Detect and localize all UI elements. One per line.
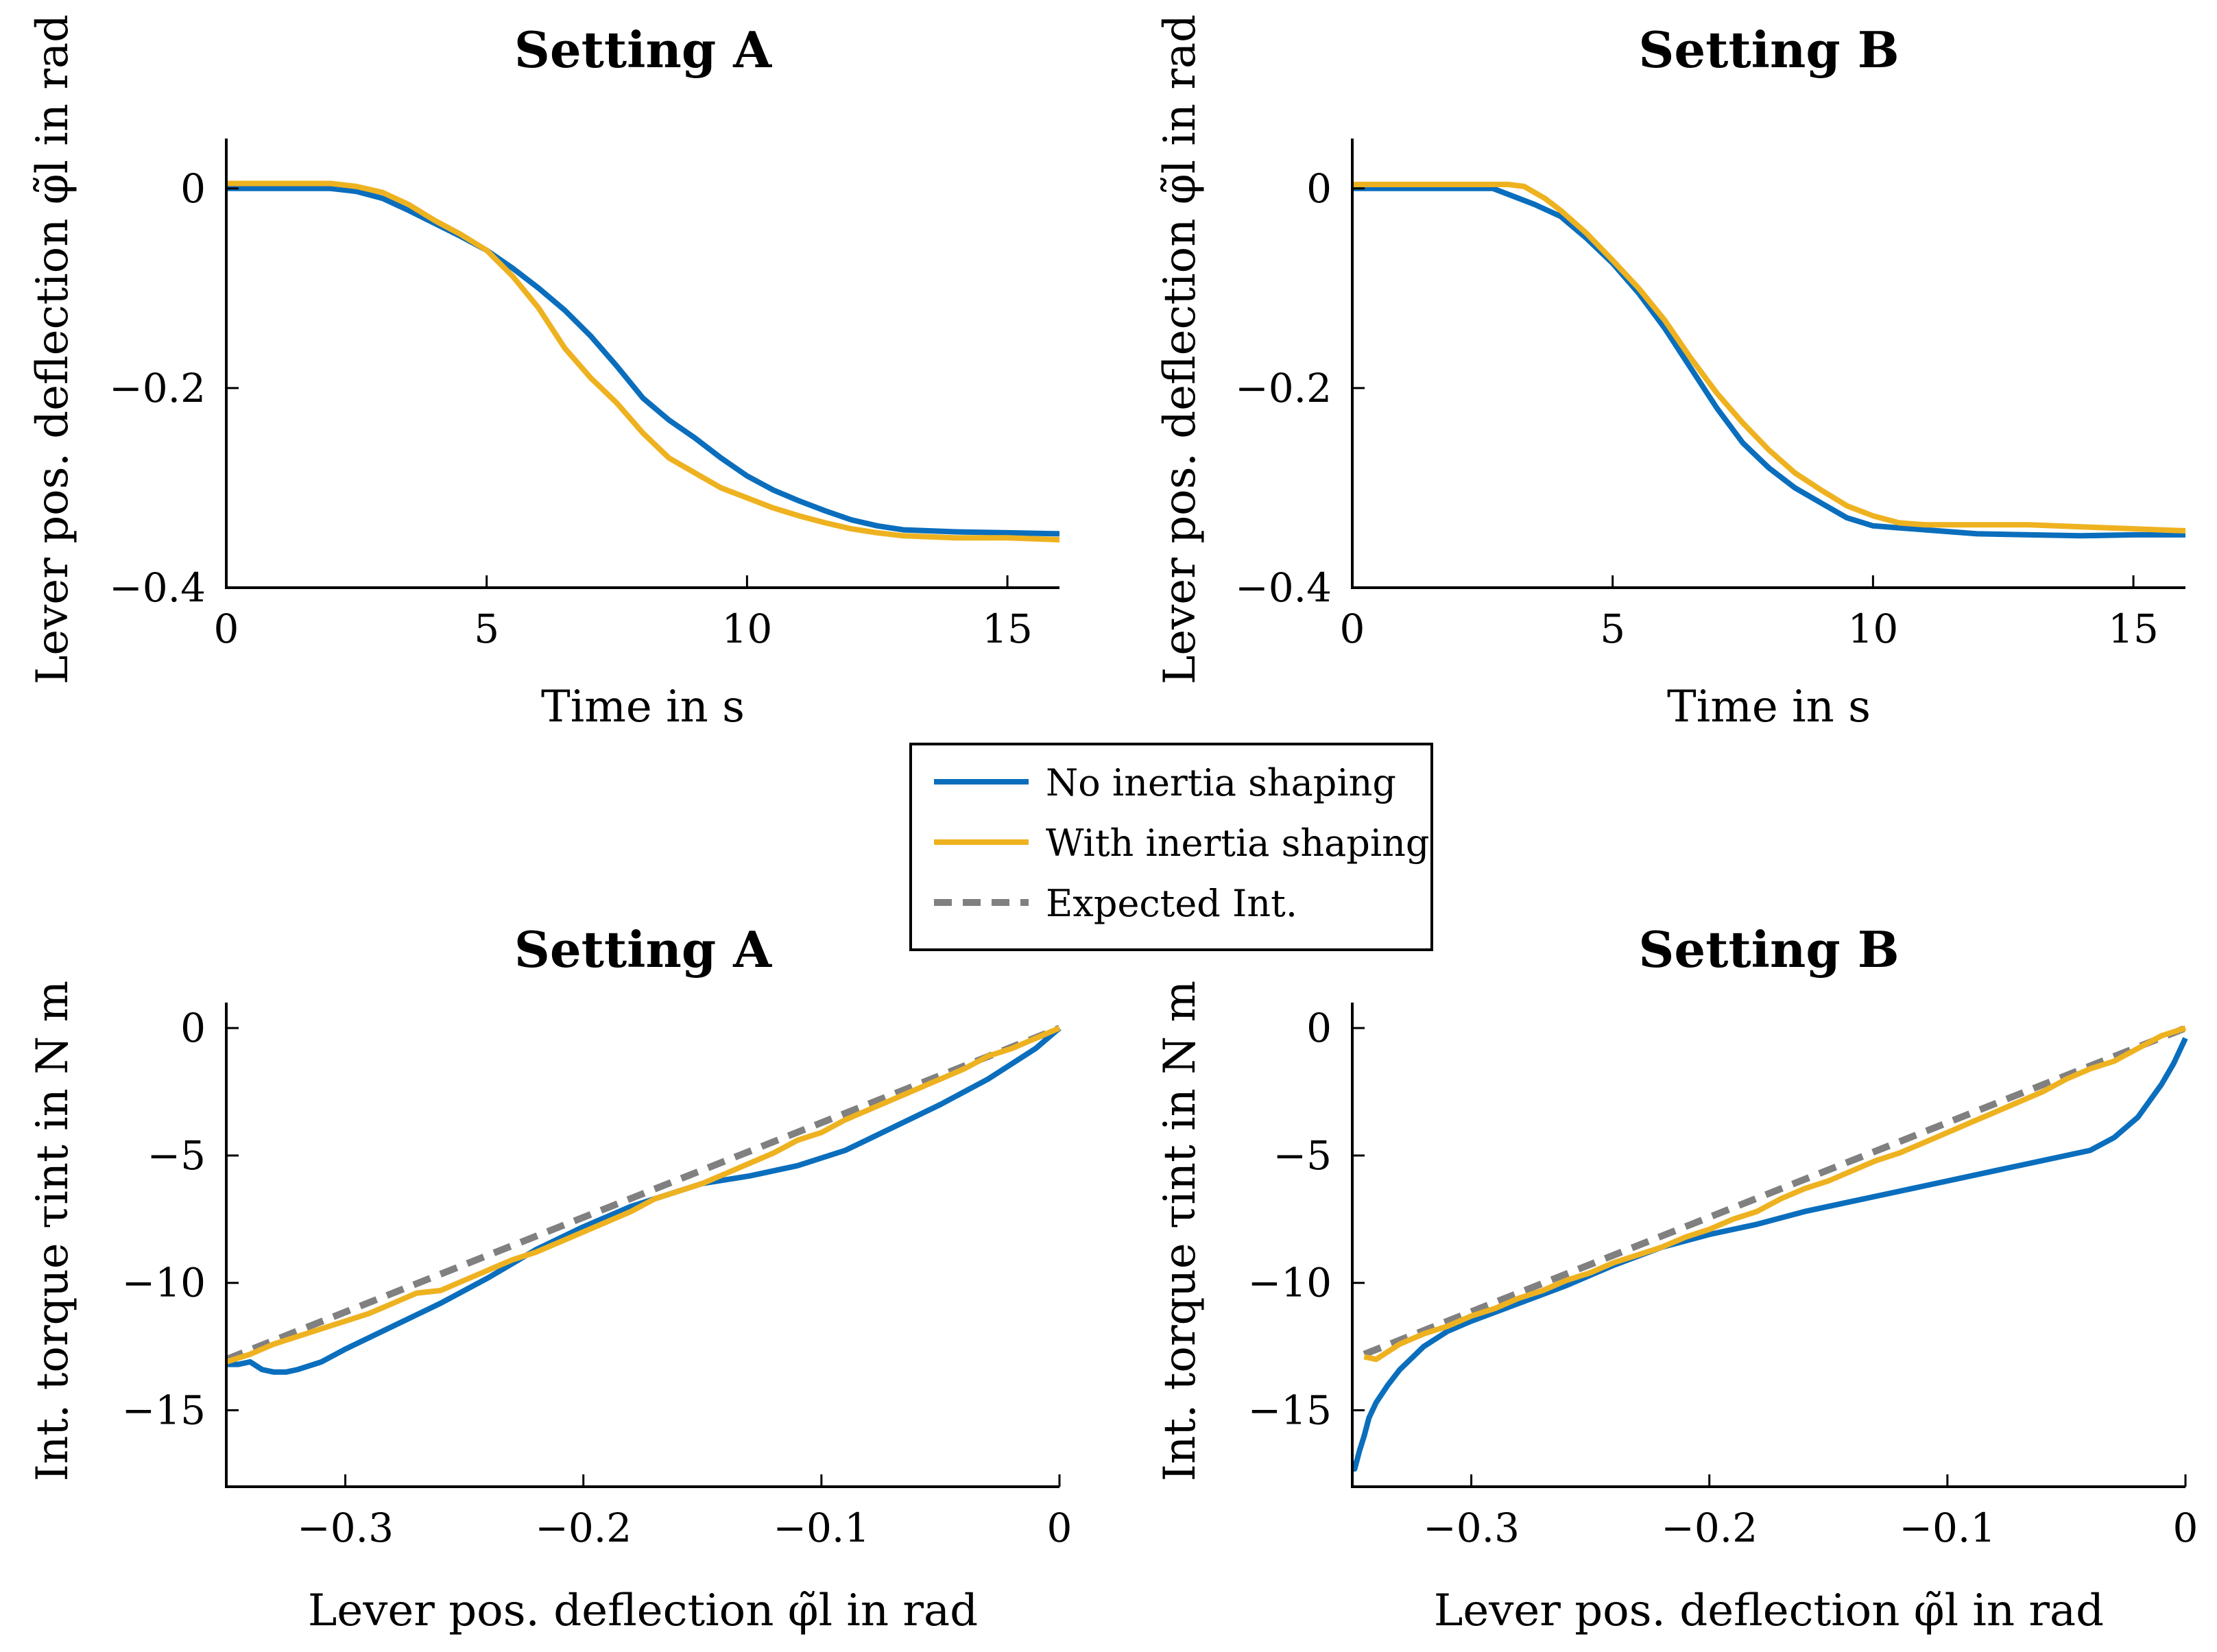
y-axis-label: Int. torque τint in N m [1155, 981, 1206, 1481]
y-tick-label: −5 [147, 1132, 206, 1179]
chart-panel-4: Setting B −0.3 −0.2 −0.1 0 0 −5 −10 −15 Lever pos… [1155, 920, 2198, 1636]
chart-series-group [226, 180, 1060, 543]
chart-title: Setting A [514, 920, 772, 979]
y-tick-label: −15 [122, 1387, 206, 1434]
series-line-with-inertia-shaping [226, 1025, 1061, 1365]
plots-layer: Setting A 0 5 10 15 0 −0.2 −0.4 Time in s Lever p… [27, 14, 2198, 1636]
y-tick-label: −10 [1248, 1260, 1332, 1306]
x-tick-label: 5 [1600, 606, 1625, 652]
chart-panel-1: Setting A 0 5 10 15 0 −0.2 −0.4 Time in s Lever p… [27, 14, 1060, 732]
x-tick-label: 0 [2173, 1505, 2198, 1551]
y-axis-label: Lever pos. deflection φ̃l in rad [27, 14, 78, 684]
y-tick-label: −5 [1273, 1132, 1332, 1179]
chart-series-group [226, 1025, 1062, 1375]
x-axis-label: Time in s [1667, 682, 1871, 732]
y-tick-label: −0.2 [109, 365, 206, 411]
x-tick-label: 0 [1047, 1505, 1072, 1551]
y-tick-label: 0 [180, 1005, 206, 1051]
y-tick-label: −15 [1248, 1387, 1332, 1434]
y-tick-label: −10 [122, 1260, 206, 1306]
legend-label-no-inertia: No inertia shaping [1046, 761, 1396, 804]
series-line-expected-int [1363, 1025, 2187, 1358]
y-tick-label: −0.2 [1235, 365, 1332, 411]
x-tick-label: −0.2 [1661, 1505, 1758, 1551]
chart-title: Setting B [1638, 920, 1899, 979]
legend-label-with-inertia: With inertia shaping [1046, 822, 1430, 865]
chart-title: Setting A [514, 21, 772, 79]
y-tick-label: 0 [1306, 1005, 1332, 1051]
x-tick-label: −0.3 [297, 1505, 394, 1551]
x-axis-label: Lever pos. deflection φ̃l in rad [1434, 1585, 2104, 1636]
x-axis-label: Time in s [541, 682, 745, 732]
series-line-no-inertia-shaping [1352, 1037, 2188, 1472]
x-tick-label: 5 [474, 606, 499, 652]
series-line-with-inertia-shaping [1352, 182, 2186, 534]
series-line-no-inertia-shaping [226, 185, 1060, 537]
x-tick-label: 0 [1340, 606, 1365, 652]
series-line-with-inertia-shaping [1363, 1025, 2187, 1363]
series-line-no-inertia-shaping [1352, 185, 2185, 539]
y-tick-label: −0.4 [1235, 564, 1332, 611]
x-tick-label: 10 [1847, 606, 1898, 652]
chart-series-group [1352, 182, 2186, 539]
x-tick-label: 0 [214, 606, 239, 652]
series-line-expected-int [226, 1025, 1061, 1363]
x-tick-label: −0.1 [1899, 1505, 1996, 1551]
x-tick-label: 10 [721, 606, 772, 652]
chart-panel-2: Setting B 0 5 10 15 0 −0.2 −0.4 Time in s Lever p… [1155, 14, 2186, 732]
y-tick-label: −0.4 [109, 564, 206, 611]
x-tick-label: 15 [982, 606, 1033, 652]
x-tick-label: −0.1 [773, 1505, 870, 1551]
x-axis-label: Lever pos. deflection φ̃l in rad [308, 1585, 978, 1636]
chart-title: Setting B [1638, 21, 1899, 79]
chart-series-group [1352, 1025, 2188, 1472]
legend-box [909, 743, 1433, 951]
legend-label-expected: Expected Int. [1046, 882, 1297, 925]
y-axis-label: Int. torque τint in N m [27, 981, 78, 1481]
y-axis-label: Lever pos. deflection φ̃l in rad [1155, 14, 1206, 684]
series-line-with-inertia-shaping [226, 180, 1060, 543]
y-tick-label: 0 [180, 165, 206, 212]
x-tick-label: −0.3 [1423, 1505, 1520, 1551]
chart-panel-3: Setting A −0.3 −0.2 −0.1 0 0 −5 −10 −15 Lever pos… [27, 920, 1072, 1636]
y-tick-label: 0 [1306, 165, 1332, 212]
legend: No inertia shaping With inertia shaping … [909, 743, 1433, 951]
x-tick-label: 15 [2108, 606, 2159, 652]
x-tick-label: −0.2 [535, 1505, 632, 1551]
